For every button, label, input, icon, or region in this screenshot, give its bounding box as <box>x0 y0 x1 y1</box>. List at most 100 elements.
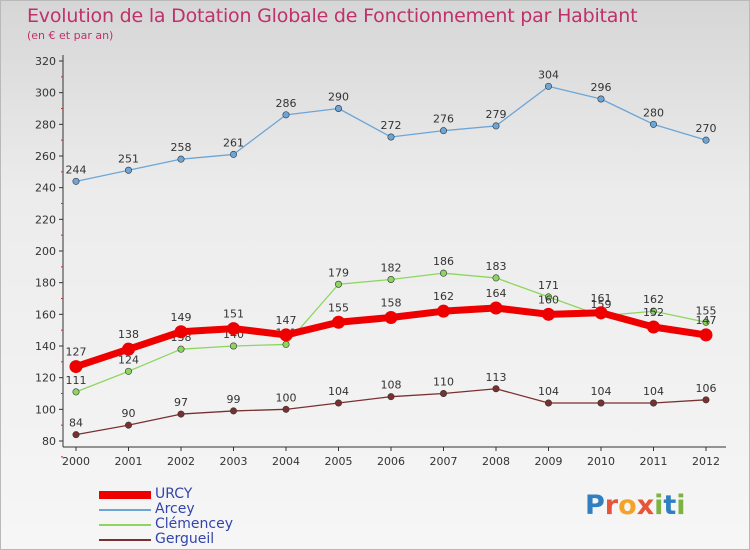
data-point <box>702 136 710 144</box>
legend-swatch <box>99 523 151 526</box>
data-point <box>332 315 345 329</box>
y-tick-label: 200 <box>35 245 56 258</box>
data-label: 104 <box>591 385 612 398</box>
data-point <box>544 82 552 90</box>
data-label: 97 <box>174 396 188 409</box>
data-label: 155 <box>696 304 717 317</box>
legend-swatch <box>99 508 151 511</box>
data-point <box>69 360 83 374</box>
data-point <box>649 120 657 128</box>
proxiti-logo: Proxiti <box>585 490 695 524</box>
logo-letter: i <box>676 490 686 521</box>
data-point <box>230 407 238 415</box>
data-point <box>702 318 710 326</box>
data-label: 280 <box>643 106 664 119</box>
legend-item-urcy: URCY <box>99 487 233 502</box>
data-point <box>439 389 447 397</box>
data-point <box>649 399 657 407</box>
chart-title: Evolution de la Dotation Globale de Fonc… <box>27 5 638 27</box>
data-label: 111 <box>66 374 87 387</box>
data-point <box>72 431 80 439</box>
y-tick-label: 300 <box>35 87 56 100</box>
data-label: 186 <box>433 255 454 268</box>
data-label: 244 <box>66 163 87 176</box>
data-label: 104 <box>538 385 559 398</box>
logo-letter: i <box>654 490 664 521</box>
x-tick-label: 2003 <box>220 455 248 468</box>
y-tick-label: 140 <box>35 340 56 353</box>
data-point <box>597 399 605 407</box>
x-tick-label: 2001 <box>115 455 143 468</box>
data-label: 127 <box>66 346 87 359</box>
y-tick-label: 120 <box>35 372 56 385</box>
x-tick-label: 2004 <box>272 455 300 468</box>
data-point <box>544 399 552 407</box>
data-point <box>334 280 342 288</box>
data-point <box>699 328 713 342</box>
data-point <box>282 111 290 119</box>
data-label: 104 <box>328 385 349 398</box>
y-tick-label: 240 <box>35 182 56 195</box>
legend-swatch <box>99 490 151 499</box>
data-label: 155 <box>328 301 349 314</box>
data-point <box>649 307 657 315</box>
series-arcey: 244 251 258 261 286 290 272 276 279 304 296 280 270 <box>66 68 717 185</box>
data-label: 272 <box>381 119 402 132</box>
data-label: 162 <box>643 293 664 306</box>
data-point <box>542 307 555 321</box>
data-label: 138 <box>118 328 139 341</box>
data-label: 162 <box>433 290 454 303</box>
data-label: 90 <box>122 407 136 420</box>
data-label: 290 <box>328 91 349 104</box>
data-point <box>227 322 240 336</box>
series-gergueil: 84 90 97 99 100 104 108 110 113 104 104 104 106 <box>69 371 717 439</box>
data-label: 258 <box>171 141 192 154</box>
data-label: 84 <box>69 417 83 430</box>
legend-swatch <box>99 538 151 541</box>
data-point <box>492 385 500 393</box>
data-point <box>282 340 290 348</box>
chart-legend: URCY Arcey Clémencey Gergueil <box>99 487 233 547</box>
x-tick-label: 2000 <box>62 455 90 468</box>
y-tick-label: 160 <box>35 308 56 321</box>
data-point <box>177 155 185 163</box>
data-point <box>125 166 133 174</box>
legend-label: Gergueil <box>155 531 215 547</box>
data-label: 159 <box>591 298 612 311</box>
data-label: 183 <box>486 260 507 273</box>
data-label: 106 <box>696 382 717 395</box>
data-point <box>384 311 398 324</box>
y-tick-label: 260 <box>35 150 56 163</box>
x-tick-label: 2008 <box>482 455 510 468</box>
y-tick-label: 280 <box>35 118 56 131</box>
data-label: 113 <box>486 371 507 384</box>
data-point <box>597 95 605 103</box>
data-point <box>492 274 500 282</box>
x-tick-label: 2010 <box>587 455 615 468</box>
data-label: 149 <box>171 311 192 324</box>
data-label: 270 <box>696 122 717 135</box>
data-label: 279 <box>486 108 507 121</box>
x-tick-label: 2002 <box>167 455 195 468</box>
data-label: 171 <box>538 279 559 292</box>
x-tick-label: 2006 <box>377 455 405 468</box>
data-point <box>387 275 395 283</box>
data-label: 100 <box>276 391 297 404</box>
data-point <box>125 421 133 429</box>
data-label: 304 <box>538 68 559 81</box>
data-point <box>177 410 185 418</box>
x-tick-label: 2012 <box>692 455 720 468</box>
data-point <box>72 388 80 396</box>
data-label: 152 <box>643 306 664 319</box>
legend-label: Clémencey <box>155 516 233 532</box>
y-tick-label: 220 <box>35 213 56 226</box>
data-point <box>72 177 80 185</box>
logo-letter: t <box>663 490 677 521</box>
x-tick-label: 2009 <box>535 455 563 468</box>
data-label: 104 <box>643 385 664 398</box>
data-label: 158 <box>381 297 402 310</box>
data-label: 296 <box>591 81 612 94</box>
